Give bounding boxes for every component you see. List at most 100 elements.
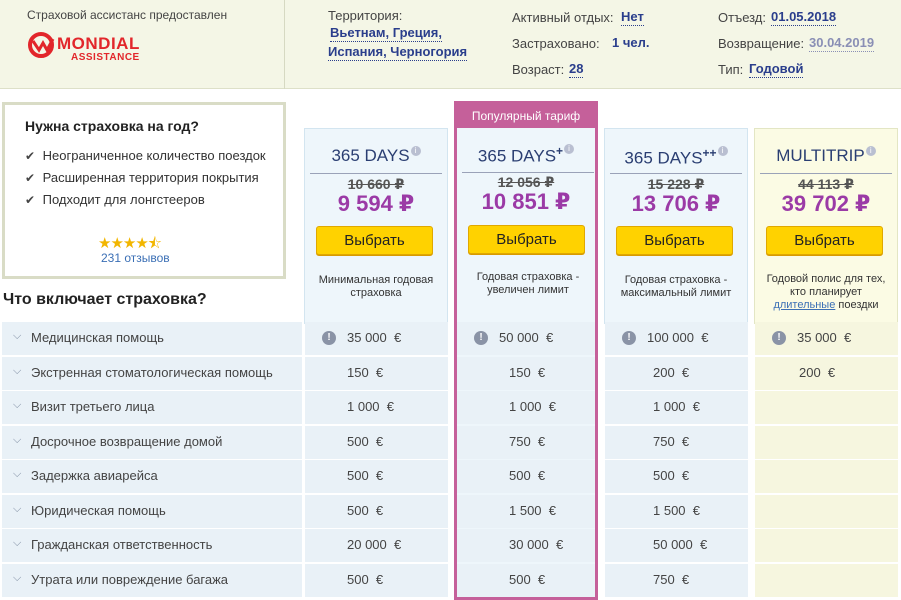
price: 9 594 ₽ bbox=[337, 191, 415, 216]
select-button[interactable]: Выбрать bbox=[766, 226, 883, 255]
select-button[interactable]: Выбрать bbox=[316, 226, 433, 255]
return-date[interactable]: 30.04.2019 bbox=[809, 35, 875, 52]
table-cell: 1 000 € bbox=[305, 391, 448, 424]
coverage-value: 200 € bbox=[799, 365, 836, 380]
plan-name: MULTITRIP i bbox=[755, 146, 897, 166]
row-label[interactable]: ⌵ Медицинская помощь bbox=[2, 322, 302, 355]
table-cell: 1 000 € bbox=[605, 391, 748, 424]
promo-item: ✔ Неограниченное количество поездок bbox=[25, 145, 266, 167]
departure-date[interactable]: 01.05.2018 bbox=[771, 9, 837, 26]
plan-card-365: 365 DAYS i 10 660 ₽ 9 594 ₽ Выбрать Миним… bbox=[304, 128, 448, 324]
table-cell: ! 50 000 € bbox=[457, 322, 595, 355]
row-label[interactable]: ⌵ Экстренная стоматологическая помощь bbox=[2, 357, 302, 390]
type-label: Тип: bbox=[718, 62, 744, 77]
info-icon[interactable]: i bbox=[410, 146, 421, 156]
alert-icon[interactable]: ! bbox=[322, 331, 336, 345]
info-icon[interactable]: i bbox=[564, 144, 575, 154]
row-label[interactable]: ⌵ Юридическая помощь bbox=[2, 495, 302, 528]
price: 13 706 ₽ bbox=[631, 191, 721, 216]
chevron-down-icon[interactable]: ⌵ bbox=[13, 434, 22, 446]
table-cell: 500 € bbox=[605, 460, 748, 493]
chevron-down-icon[interactable]: ⌵ bbox=[13, 365, 22, 377]
logo-name: MONDIAL bbox=[57, 34, 140, 53]
chevron-down-icon[interactable]: ⌵ bbox=[13, 399, 22, 411]
promo-list: ✔ Неограниченное количество поездок ✔ Ра… bbox=[25, 145, 266, 211]
coverage-value: 500 € bbox=[347, 434, 384, 449]
age-label: Возраст: bbox=[512, 62, 565, 77]
territory-label: Территория: bbox=[328, 8, 403, 23]
alert-icon[interactable]: ! bbox=[772, 331, 786, 345]
insured-value: 1 чел. bbox=[612, 35, 650, 50]
type-value[interactable]: Годовой bbox=[749, 61, 804, 78]
select-button[interactable]: Выбрать bbox=[468, 225, 585, 254]
coverage-value: 150 € bbox=[347, 365, 384, 380]
divider bbox=[310, 173, 442, 174]
table-row[interactable]: ⌵ Задержка авиарейса 500 € 500 € 500 € bbox=[0, 460, 901, 493]
alert-icon[interactable]: ! bbox=[474, 331, 488, 345]
plan-description: Годовая страховка - максимальный лимит bbox=[620, 274, 732, 299]
long-trips-link[interactable]: длительные bbox=[773, 299, 836, 311]
coverage-value: 500 € bbox=[347, 503, 384, 518]
active-rest-value[interactable]: Нет bbox=[621, 9, 644, 26]
coverage-value: 35 000 € bbox=[347, 330, 402, 345]
table-cell bbox=[755, 564, 898, 597]
table-cell bbox=[755, 426, 898, 459]
price: 39 702 ₽ bbox=[781, 191, 871, 216]
promo-title: Нужна страховка на год? bbox=[25, 118, 199, 134]
chevron-down-icon[interactable]: ⌵ bbox=[13, 503, 22, 515]
coverage-value: 500 € bbox=[509, 468, 546, 483]
old-price: 10 660 ₽ bbox=[347, 176, 405, 192]
alert-icon[interactable]: ! bbox=[622, 331, 636, 345]
row-label[interactable]: ⌵ Визит третьего лица bbox=[2, 391, 302, 424]
info-icon[interactable]: i bbox=[865, 146, 876, 156]
table-cell bbox=[755, 391, 898, 424]
chevron-down-icon[interactable]: ⌵ bbox=[13, 330, 22, 342]
territory-link-1[interactable]: Вьетнам, Греция, bbox=[330, 25, 442, 42]
row-label-text: Утрата или повреждение багажа bbox=[31, 572, 229, 587]
table-row[interactable]: ⌵ Медицинская помощь! 35 000 €! 50 000 € ! 10… bbox=[0, 322, 901, 355]
table-cell: 500 € bbox=[305, 564, 448, 597]
return-label: Возвращение: bbox=[718, 36, 805, 51]
table-cell: ! 35 000 € bbox=[305, 322, 448, 355]
table-cell: 500 € bbox=[305, 426, 448, 459]
reviews-link[interactable]: 231 отзывов bbox=[101, 251, 170, 265]
table-cell: ! 35 000 € bbox=[755, 322, 898, 355]
table-cell: 1 500 € bbox=[605, 495, 748, 528]
row-label[interactable]: ⌵ Досрочное возвращение домой bbox=[2, 426, 302, 459]
plan-name-text: 365 DAYS bbox=[477, 146, 557, 166]
row-label[interactable]: ⌵ Утрата или повреждение багажа bbox=[2, 564, 302, 597]
territory-link-2[interactable]: Испания, Черногория bbox=[328, 44, 468, 61]
coverage-value: 35 000 € bbox=[797, 330, 852, 345]
info-icon[interactable]: i bbox=[717, 146, 728, 156]
old-price: 15 228 ₽ bbox=[647, 176, 705, 192]
table-row[interactable]: ⌵ Гражданская ответственность 20 000 € 30 0… bbox=[0, 529, 901, 562]
chevron-down-icon[interactable]: ⌵ bbox=[13, 572, 22, 584]
table-cell: 150 € bbox=[457, 357, 595, 390]
plan-name-text: 365 DAYS bbox=[331, 146, 410, 165]
row-label[interactable]: ⌵ Гражданская ответственность bbox=[2, 529, 302, 562]
row-label[interactable]: ⌵ Задержка авиарейса bbox=[2, 460, 302, 493]
plan-name-text: 365 DAYS bbox=[624, 148, 703, 168]
age-value[interactable]: 28 bbox=[569, 61, 584, 78]
chevron-down-icon[interactable]: ⌵ bbox=[13, 537, 22, 549]
table-cell: ! 100 000 € bbox=[605, 322, 748, 355]
table-row[interactable]: ⌵ Утрата или повреждение багажа 500 € 500 €… bbox=[0, 564, 901, 597]
chevron-down-icon[interactable]: ⌵ bbox=[13, 468, 22, 480]
table-row[interactable]: ⌵ Экстренная стоматологическая помощь 150 … bbox=[0, 357, 901, 390]
table-cell: 150 € bbox=[305, 357, 448, 390]
divider bbox=[610, 173, 742, 174]
annual-promo-box: Нужна страховка на год? ✔ Неограниченное… bbox=[2, 102, 286, 279]
row-label-text: Экстренная стоматологическая помощь bbox=[31, 365, 273, 380]
select-button[interactable]: Выбрать bbox=[616, 226, 733, 255]
coverage-value: 500 € bbox=[653, 468, 690, 483]
table-row[interactable]: ⌵ Досрочное возвращение домой 500 € 750 € 75… bbox=[0, 426, 901, 459]
coverage-value: 50 000 € bbox=[499, 330, 554, 345]
coverage-value: 1 500 € bbox=[509, 503, 556, 518]
plan-sup: + bbox=[556, 144, 564, 158]
coverage-value: 750 € bbox=[653, 572, 690, 587]
divider bbox=[760, 173, 892, 174]
coverage-value: 1 500 € bbox=[653, 503, 700, 518]
table-row[interactable]: ⌵ Юридическая помощь 500 € 1 500 € 1 500 € bbox=[0, 495, 901, 528]
table-row[interactable]: ⌵ Визит третьего лица 1 000 € 1 000 € 1 000 … bbox=[0, 391, 901, 424]
table-cell: 200 € bbox=[755, 357, 898, 390]
